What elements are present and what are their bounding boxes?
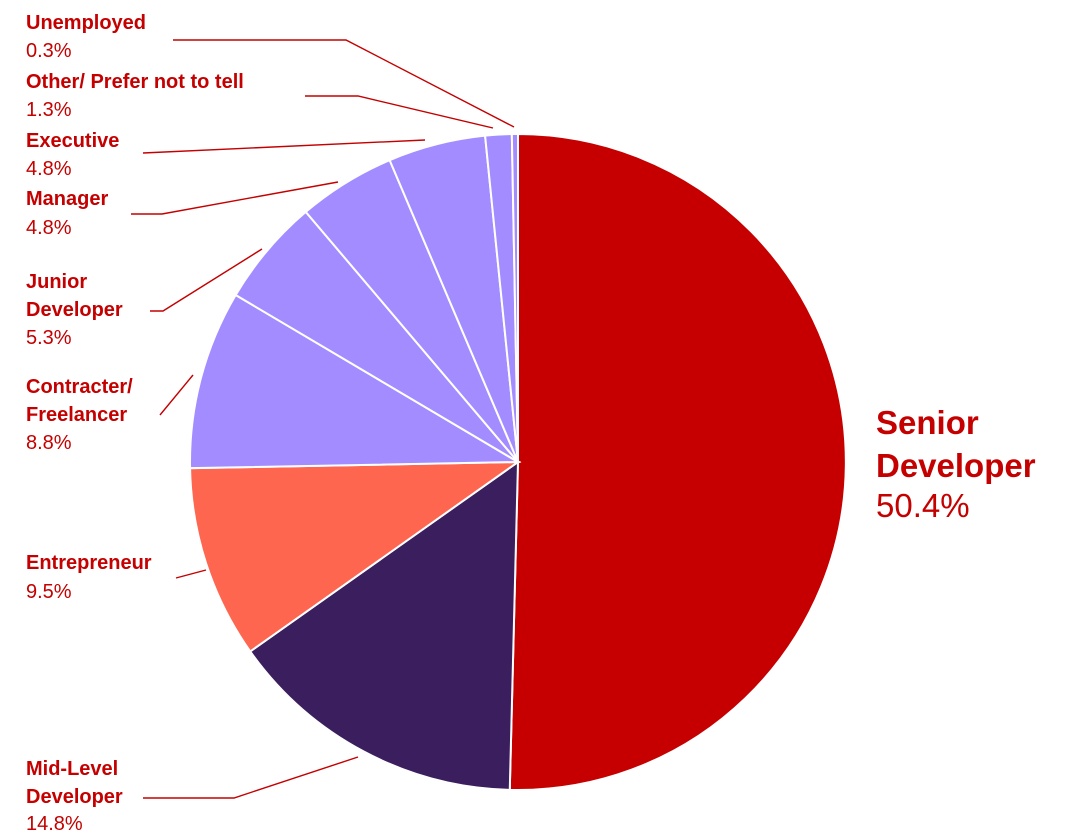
leader-line-manager <box>131 181 339 215</box>
leader-line-contracter-freelancer <box>159 374 194 416</box>
slice-value-executive: 4.8% <box>26 158 72 180</box>
leader-line-unemployed <box>173 39 515 128</box>
slice-label-other-prefer-not-to-tell-line-1: Other/ Prefer not to tell <box>26 71 244 93</box>
slice-label-contracter-freelancer-line-2: Freelancer <box>26 404 127 426</box>
slice-label-junior-developer-line-1: Junior <box>26 271 87 293</box>
slice-value-unemployed: 0.3% <box>26 40 72 62</box>
leader-line-executive <box>142 139 426 154</box>
slice-label-unemployed-line-1: Unemployed <box>26 12 146 34</box>
pie-slice-mid-level-developer <box>248 460 520 791</box>
slice-value-mid-level-developer: 14.8% <box>26 813 83 833</box>
slice-value-senior-developer: 50.4% <box>876 487 970 524</box>
pie-slices <box>189 132 847 791</box>
slice-label-senior-developer-line-1: Senior <box>876 404 979 441</box>
slice-label-junior-developer-line-2: Developer <box>26 299 123 321</box>
slice-value-junior-developer: 5.3% <box>26 327 72 349</box>
slice-labels: SeniorDeveloper50.4%Mid-LevelDeveloper14… <box>26 12 1036 835</box>
slice-label-mid-level-developer-line-1: Mid-Level <box>26 758 118 780</box>
slice-label-entrepreneur-line-1: Entrepreneur <box>26 552 152 574</box>
pie-slice-entrepreneur <box>189 460 522 653</box>
slice-value-other-prefer-not-to-tell: 1.3% <box>26 99 72 121</box>
leader-lines <box>131 39 515 799</box>
slice-label-senior-developer-line-2: Developer <box>876 447 1036 484</box>
slice-label-manager-line-1: Manager <box>26 188 108 210</box>
pie-slice-senior-developer <box>508 132 847 791</box>
leader-line-mid-level-developer <box>143 756 359 799</box>
slice-value-entrepreneur: 9.5% <box>26 581 72 603</box>
slice-label-mid-level-developer-line-2: Developer <box>26 786 123 808</box>
slice-label-executive-line-1: Executive <box>26 130 119 152</box>
leader-line-entrepreneur <box>175 569 207 579</box>
slice-value-manager: 4.8% <box>26 217 72 239</box>
pie-slice-unemployed <box>510 132 519 463</box>
leader-line-junior-developer <box>150 248 263 312</box>
leader-line-other-prefer-not-to-tell <box>305 95 494 129</box>
slice-value-contracter-freelancer: 8.8% <box>26 432 72 454</box>
pie-slice-contracter-freelancer <box>189 293 522 470</box>
slice-label-contracter-freelancer-line-1: Contracter/ <box>26 376 133 398</box>
